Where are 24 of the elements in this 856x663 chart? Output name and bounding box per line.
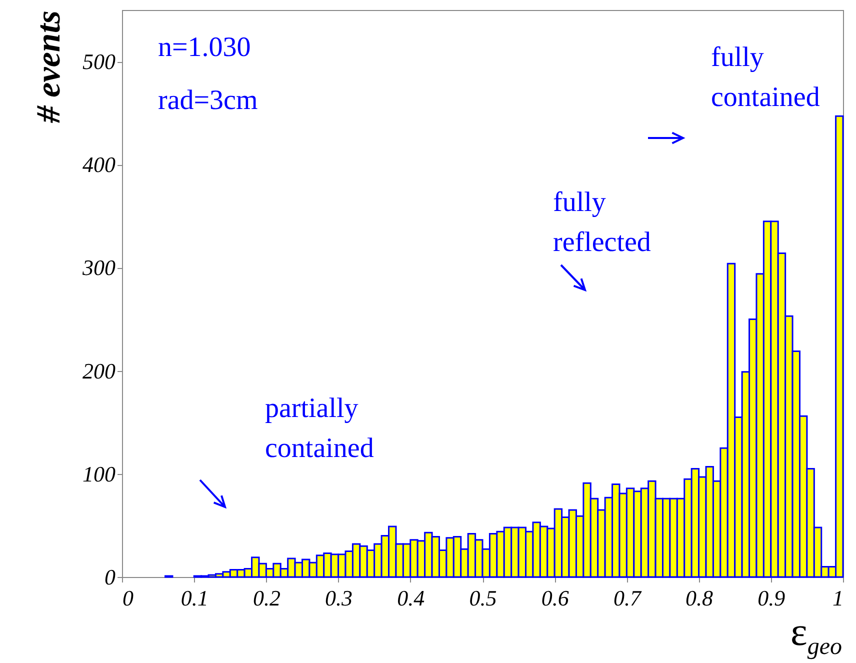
- x-tick-label: 0.4: [397, 586, 425, 610]
- y-tick-label: 0: [104, 564, 116, 590]
- x-tick-label: 0.1: [180, 586, 208, 610]
- annotation: fully reflected: [553, 187, 651, 258]
- annotation: rad=3cm: [158, 85, 258, 116]
- x-tick-label: 0.9: [758, 586, 786, 610]
- annotation: partially contained: [265, 393, 374, 464]
- annotation: fully contained: [711, 42, 820, 113]
- y-tick-label: 200: [82, 358, 116, 384]
- y-tick-label: 300: [82, 255, 116, 280]
- y-tick-label: 100: [82, 461, 116, 486]
- x-tick-label: 0.2: [252, 586, 280, 610]
- y-axis-title: # events: [30, 10, 68, 124]
- x-tick-label: 0.3: [325, 586, 353, 610]
- x-tick-label: 1: [832, 586, 844, 610]
- annotation: n=1.030: [158, 32, 251, 63]
- x-axis-title: ε$_{geo}$: [790, 609, 842, 660]
- y-tick-label: 500: [82, 49, 116, 74]
- x-tick-label: 0.8: [686, 586, 714, 610]
- x-tick-label: 0: [122, 586, 134, 610]
- x-tick-label: 0.6: [541, 586, 569, 610]
- x-tick-label: 0.5: [469, 586, 497, 610]
- y-tick-label: 400: [82, 152, 116, 178]
- x-tick-label: 0.7: [613, 586, 642, 610]
